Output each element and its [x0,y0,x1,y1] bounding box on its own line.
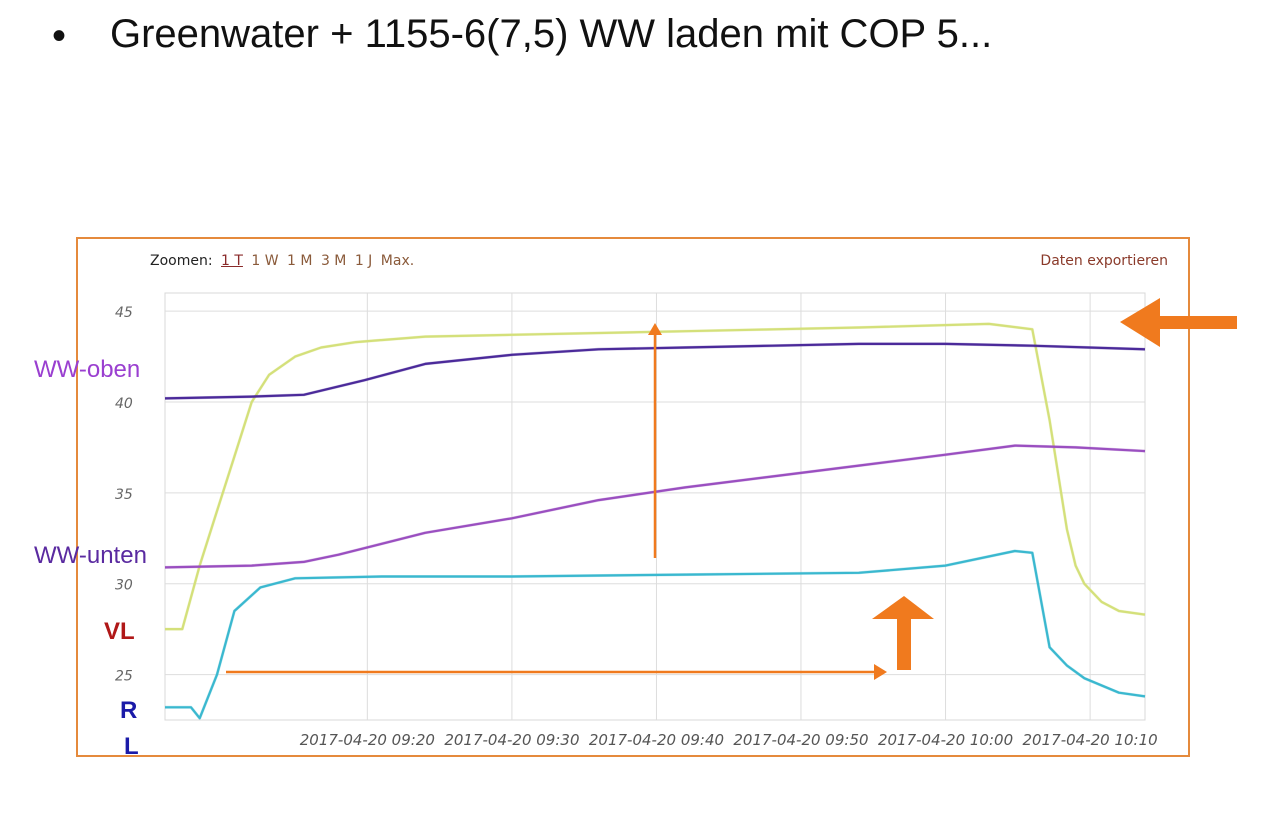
up-arrow-shaft [897,617,911,670]
zoom-option-3m[interactable]: 3 M [320,253,347,269]
x-tick-label: 2017-04-20 09:40 [589,731,724,749]
zoom-option-1m[interactable]: 1 M [287,253,313,269]
export-data-link[interactable]: Daten exportieren [1040,253,1168,269]
zoom-bar: Zoomen: 1 T 1 W 1 M 3 M 1 J Max. [150,253,414,269]
label-rl-r: R [120,697,138,724]
vertical-arrow-head [648,323,662,335]
label-ww-unten: WW-unten [34,542,147,569]
series-line-rl [165,549,1146,720]
label-rl-l: L [124,733,139,760]
series-line-rl-glow [165,549,1146,720]
horizontal-arrow-head [874,664,887,680]
zoom-option-1j[interactable]: 1 J [354,253,373,269]
zoom-label: Zoomen: [150,253,213,269]
y-tick-label: 40 [115,396,133,412]
chart-frame [76,237,1190,757]
y-tick-label: 45 [115,305,133,321]
left-arrow-head [1120,298,1160,347]
x-tick-label: 2017-04-20 10:00 [878,731,1013,749]
slide-title: Greenwater + 1155-6(7,5) WW laden mit CO… [110,12,993,56]
x-tick-label: 2017-04-20 09:50 [733,731,868,749]
zoom-option-max[interactable]: Max. [380,253,415,269]
label-ww-oben: WW-oben [34,356,141,383]
y-tick-label: 35 [115,487,133,503]
up-arrow-head [872,596,934,619]
y-tick-label: 25 [115,669,133,685]
slide-bullet: • [52,14,67,58]
zoom-option-1w[interactable]: 1 W [251,253,279,269]
x-tick-label: 2017-04-20 09:20 [300,731,435,749]
plot-area [164,292,1146,721]
series-line-ww_unten [164,444,1146,569]
label-vl: VL [104,618,135,645]
zoom-option-1t[interactable]: 1 T [221,253,243,269]
series-line-vl [165,322,1146,631]
x-tick-label: 2017-04-20 10:10 [1023,731,1158,749]
y-tick-label: 30 [115,578,133,594]
series-line-ww_oben [164,342,1146,400]
x-tick-label: 2017-04-20 09:30 [444,731,579,749]
left-arrow-shaft [1155,316,1237,329]
